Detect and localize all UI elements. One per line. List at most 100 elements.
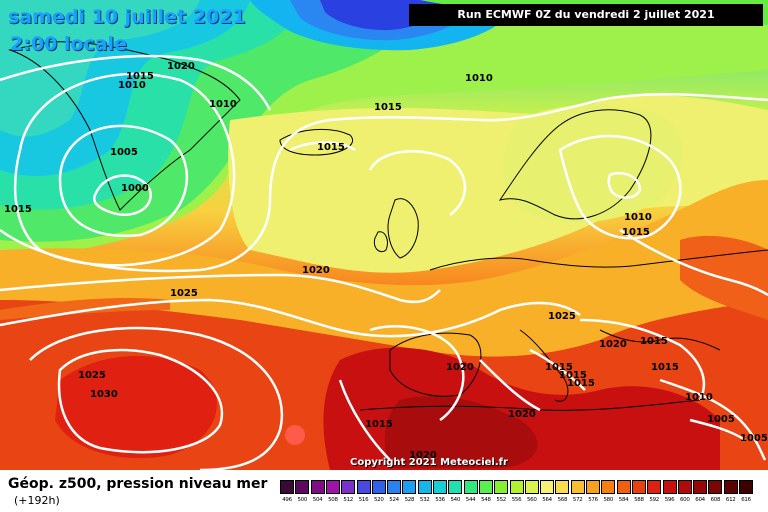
legend-swatch <box>631 480 646 494</box>
legend-swatch <box>433 480 447 494</box>
hot-spot <box>285 425 305 445</box>
legend-swatch <box>601 480 616 494</box>
legend-swatch <box>325 480 340 494</box>
legend-tick-label: 600 <box>679 497 690 503</box>
forecast-date-title: samedi 10 juillet 2021 <box>8 6 246 28</box>
legend-swatch <box>417 480 432 494</box>
isobar-label: 1020 <box>302 265 330 276</box>
isobar-label: 1025 <box>548 311 576 322</box>
isobar-1005-east <box>689 418 746 442</box>
isobar-1015-russia <box>619 228 768 297</box>
legend-swatch <box>739 480 753 494</box>
isobar-label: 1020 <box>167 61 195 72</box>
legend-tick-label: 560 <box>526 497 537 503</box>
legend-tick-label: 544 <box>465 497 476 503</box>
isobar-label: 1025 <box>78 370 106 381</box>
isobar-1010-baltic <box>558 134 682 240</box>
color-scale-legend: 496 500 504 508 512 516 520 524 528 532 536 540 544 5… <box>280 480 756 508</box>
field-name-label: Géop. z500, pression niveau mer <box>8 476 268 492</box>
legend-tick-label: 556 <box>511 497 522 503</box>
coast-scandinavia <box>498 109 652 220</box>
copyright-label: Copyright 2021 Meteociel.fr <box>350 457 508 468</box>
isobar-1020-iberia <box>369 325 465 422</box>
legend-tick-label: 504 <box>312 497 323 503</box>
legend-tick-label: 596 <box>664 497 675 503</box>
legend-tick-label: 508 <box>328 497 338 503</box>
isobar-1015-n <box>0 54 272 111</box>
legend-tick-label: 580 <box>603 497 614 503</box>
isobar-label: 1000 <box>121 183 149 194</box>
legend-swatch <box>677 480 692 494</box>
isobars <box>0 54 768 472</box>
legend-swatch <box>371 480 386 494</box>
legend-tick-label: 528 <box>404 497 415 503</box>
isobar-label: 1015 <box>640 336 668 347</box>
run-info-box: Run ECMWF 0Z du vendredi 2 juillet 2021 <box>409 4 763 26</box>
isobar-labels: 1020 1015 1010 1005 1000 1015 1010 1015 … <box>4 61 768 461</box>
legend-swatch <box>310 480 325 494</box>
isobar-label: 1020 <box>409 450 437 461</box>
isobar-1010-turkey <box>659 378 767 461</box>
isobar-label: 1010 <box>118 80 146 91</box>
legend-swatch <box>509 480 524 494</box>
legend-swatch <box>555 480 570 494</box>
coast-iberia <box>389 332 482 397</box>
legend-tick-label: 520 <box>373 497 384 503</box>
band-sahara <box>384 396 538 468</box>
isobar-label: 1015 <box>567 378 595 389</box>
legend-tick-label: 516 <box>358 497 369 503</box>
legend-tick-label: 572 <box>572 497 583 503</box>
legend-tick-label: 568 <box>557 497 568 503</box>
coast-europe-n <box>429 249 768 271</box>
legend-tick-label: 500 <box>297 497 308 503</box>
isobar-1020-med <box>479 359 541 412</box>
coast-ireland <box>373 231 388 253</box>
legend-tick-label: 576 <box>588 497 598 503</box>
coast-britain <box>387 198 419 259</box>
isobar-label: 1010 <box>465 73 493 84</box>
isobar-label: 1015 <box>622 227 650 238</box>
legend-swatch <box>693 480 708 494</box>
legend-tick-label: 552 <box>496 497 506 503</box>
band-azores <box>55 356 217 459</box>
legend-swatch <box>586 480 600 494</box>
legend-swatch <box>723 480 738 494</box>
isobar-1000 <box>93 174 152 217</box>
legend-tick-label: 536 <box>435 497 445 503</box>
legend-swatch <box>494 480 509 494</box>
isobar-label: 1015 <box>559 370 587 381</box>
legend-swatch <box>647 480 662 494</box>
band-580 <box>0 298 170 320</box>
legend-swatch <box>448 480 463 494</box>
isobar-label: 1015 <box>126 71 154 82</box>
isobar-label: 1015 <box>4 204 32 215</box>
legend-tick-label: 604 <box>695 497 705 503</box>
legend-tick-label: 524 <box>389 497 399 503</box>
legend-tick-label: 512 <box>343 497 353 503</box>
isobar-label: 1020 <box>599 339 627 350</box>
legend-tick-label: 496 <box>282 497 292 503</box>
isobar-1025 <box>0 298 581 338</box>
isobar-1015-balkans <box>579 318 706 401</box>
isobar-label: 1005 <box>740 433 768 444</box>
legend-swatch <box>280 480 294 494</box>
legend-swatch <box>524 480 539 494</box>
isobar-label: 1005 <box>110 147 138 158</box>
legend-swatch <box>540 480 555 494</box>
isobar-1020-mid <box>0 273 441 304</box>
isobar-label: 1020 <box>508 409 536 420</box>
isobar-iceland <box>289 141 356 152</box>
isobar-1015-africa <box>338 379 391 461</box>
legend-tick-label: 608 <box>710 497 721 503</box>
isobar-label: 1015 <box>374 102 402 113</box>
isobar-label: 1010 <box>624 212 652 223</box>
legend-swatch <box>708 480 723 494</box>
isobar-1030 <box>57 348 224 454</box>
legend-tick-label: 532 <box>419 497 430 503</box>
legend-swatch <box>570 480 585 494</box>
legend-swatch <box>295 480 310 494</box>
isobar-label: 1015 <box>651 362 679 373</box>
isobar-1010-low <box>14 72 236 267</box>
isobar-uk-high <box>368 150 467 216</box>
